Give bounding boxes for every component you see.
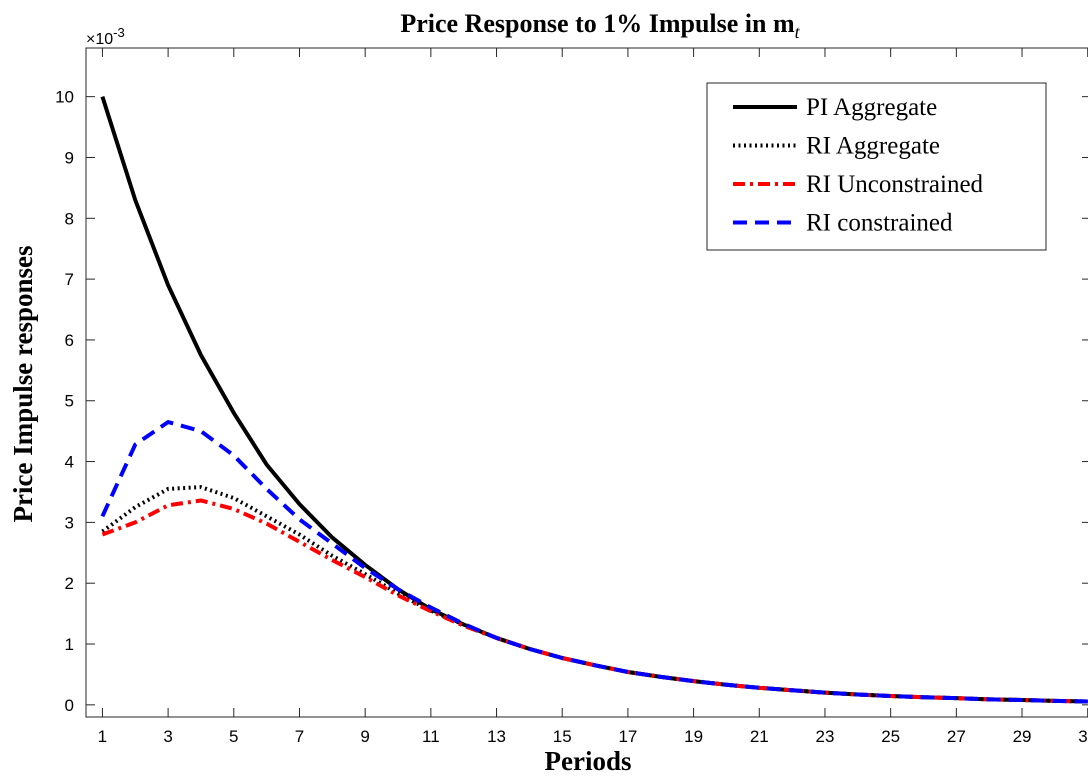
y-tick-label: 7 [65,270,74,289]
x-tick-label: 31 [1078,727,1088,746]
x-tick-label: 9 [360,727,369,746]
x-tick-label: 29 [1013,727,1032,746]
x-tick-label: 3 [163,727,172,746]
y-tick-label: 4 [65,453,74,472]
legend-label: RI Unconstrained [806,171,984,198]
y-axis-exponent-base: ×10 [86,31,113,48]
chart-title-subscript: t [795,22,801,42]
x-tick-label: 23 [816,727,835,746]
x-tick-label: 5 [229,727,238,746]
y-tick-label: 0 [65,696,74,715]
y-tick-label: 2 [65,574,74,593]
x-tick-label: 19 [684,727,703,746]
y-axis-title: Price Impulse responses [8,246,38,523]
y-axis-exponent-power: -3 [113,25,125,40]
x-tick-label: 21 [750,727,769,746]
chart-title: Price Response to 1% Impulse in mt [400,9,800,42]
y-tick-label: 1 [65,635,74,654]
x-tick-label: 1 [98,727,107,746]
x-tick-label: 11 [422,727,440,746]
legend: PI Aggregate RI Aggregate RI Unconstrained… [706,82,1047,251]
x-tick-label: 27 [947,727,966,746]
y-tick-label: 6 [65,331,74,350]
x-axis-title: Periods [545,746,632,776]
legend-label: RI Aggregate [806,133,940,160]
x-tick-label: 25 [881,727,900,746]
chart-title-text: Price Response to 1% Impulse in m [400,9,795,38]
x-axis: 135791113151719212325272931 [98,48,1088,746]
x-tick-label: 7 [295,727,304,746]
x-tick-label: 17 [618,727,637,746]
x-tick-label: 13 [487,727,506,746]
series-line-ri-constrained [100,420,1088,704]
y-tick-label: 10 [55,88,74,107]
y-tick-label: 3 [65,513,74,532]
y-tick-label: 9 [65,148,74,167]
y-tick-label: 5 [65,392,74,411]
y-axis: 0 1 2 3 4 5 6 7 8 9 10 [55,88,1088,715]
series-lines [100,96,1088,704]
y-tick-label: 8 [65,209,74,228]
y-axis-exponent: ×10-3 [86,25,125,48]
x-tick-label: 15 [553,727,572,746]
legend-label: RI constrained [806,210,953,237]
legend-label: PI Aggregate [806,94,937,121]
